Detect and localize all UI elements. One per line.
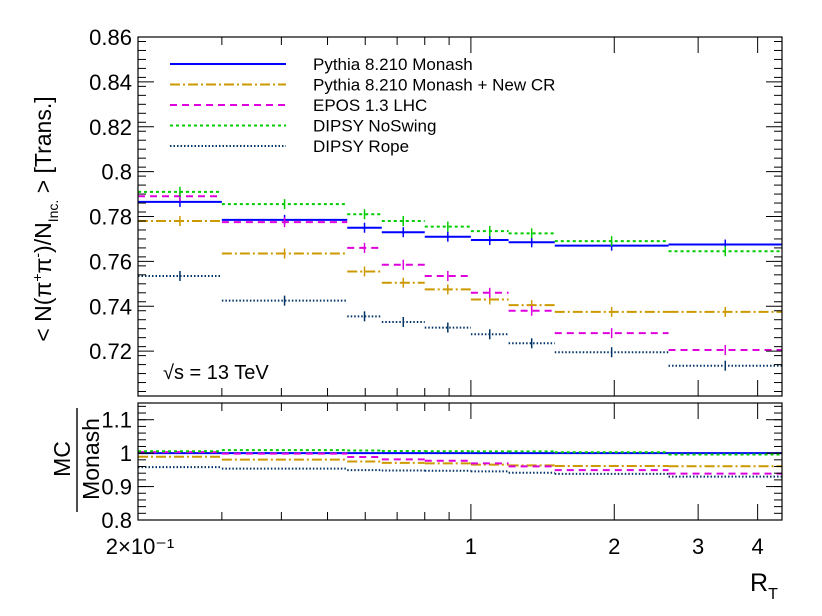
y-tick-label: 0.84 xyxy=(89,70,132,95)
series-dipsy-rope xyxy=(138,270,782,371)
ratio-y-title-numerator: MC xyxy=(49,441,75,477)
x-tick-label: 2 xyxy=(608,534,620,559)
x-title-r: R xyxy=(750,569,768,597)
ratio-series-pythia-8-210-monash-new-cr xyxy=(138,455,782,468)
x-tick-label: 1 xyxy=(465,534,477,559)
x-tick-label: 2×10⁻¹ xyxy=(106,534,175,559)
y-tick-label: 0.9 xyxy=(101,475,132,500)
y-tick-label: 0.78 xyxy=(89,205,132,230)
x-title-sub-t: T xyxy=(768,586,778,603)
top-panel: 0.72 0.74 0.76 0.78 0.8 0.82 0.84 0.86 < N(π+π-… xyxy=(29,25,783,397)
top-series-layer xyxy=(138,186,782,371)
legend-item-pythia-8-210-monash-new-cr: Pythia 8.210 Monash + New CR xyxy=(170,76,555,95)
series-pythia-8-210-monash-new-cr xyxy=(138,215,782,317)
y-tick-label: 0.76 xyxy=(89,249,132,274)
legend-label: DIPSY NoSwing xyxy=(313,117,436,136)
ratio-panel: 0.8 0.9 1 1.1 MC Monash 2×10⁻¹ 1 2 3 4 RT xyxy=(49,402,783,603)
legend-item-dipsy-noswing: DIPSY NoSwing xyxy=(170,117,436,136)
x-tick-labels: 2×10⁻¹ 1 2 3 4 xyxy=(106,534,764,559)
top-panel-axes: 0.72 0.74 0.76 0.78 0.8 0.82 0.84 0.86 xyxy=(89,25,782,396)
energy-annotation: √s = 13 TeV xyxy=(163,362,269,384)
ratio-series-layer xyxy=(138,449,782,478)
y-tick-label: 0.72 xyxy=(89,339,132,364)
y-tick-label: 1 xyxy=(120,441,132,466)
x-axis-title: RT xyxy=(750,569,778,603)
top-panel-y-axis-title: < N(π+π-)/NInc. > [Trans.] xyxy=(29,96,61,341)
ratio-panel-axes: 0.8 0.9 1 1.1 xyxy=(101,403,782,533)
ratio-y-axis-title: MC Monash xyxy=(49,408,104,512)
y-title-sub-inc: Inc. xyxy=(45,200,61,223)
legend-label: Pythia 8.210 Monash + New CR xyxy=(313,76,555,95)
legend-item-dipsy-rope: DIPSY Rope xyxy=(170,137,409,156)
y-title-part-3: )/N xyxy=(30,222,56,253)
y-tick-label: 0.86 xyxy=(89,25,132,50)
ratio-y-title-denominator: Monash xyxy=(78,418,104,500)
ratio-panel-frame xyxy=(137,402,783,521)
y-title-part-4: > [Trans.] xyxy=(30,96,56,199)
x-tick-label: 4 xyxy=(752,534,764,559)
y-tick-label: 0.74 xyxy=(89,294,132,319)
y-title-part-1: < N(π xyxy=(30,282,56,342)
legend-item-epos-1-3-lhc: EPOS 1.3 LHC xyxy=(170,96,427,115)
y-tick-label: 0.82 xyxy=(89,115,132,140)
ratio-series-dipsy-noswing xyxy=(138,449,782,456)
legend-label: EPOS 1.3 LHC xyxy=(313,96,427,115)
y-tick-label: 0.8 xyxy=(101,508,132,533)
series-dipsy-noswing xyxy=(138,186,782,257)
y-title-sup-plus: + xyxy=(29,273,45,281)
legend: Pythia 8.210 Monash Pythia 8.210 Monash +… xyxy=(170,55,555,156)
y-tick-label: 1.1 xyxy=(101,408,132,433)
y-title-sup-minus: - xyxy=(29,253,45,258)
legend-label: Pythia 8.210 Monash xyxy=(313,55,473,74)
x-tick-label: 3 xyxy=(692,534,704,559)
ratio-series-dipsy-rope xyxy=(138,466,782,478)
y-title-part-2: π xyxy=(30,258,56,274)
y-tick-label: 0.8 xyxy=(101,160,132,185)
legend-item-pythia-8-210-monash: Pythia 8.210 Monash xyxy=(170,55,473,74)
legend-label: DIPSY Rope xyxy=(313,137,409,156)
